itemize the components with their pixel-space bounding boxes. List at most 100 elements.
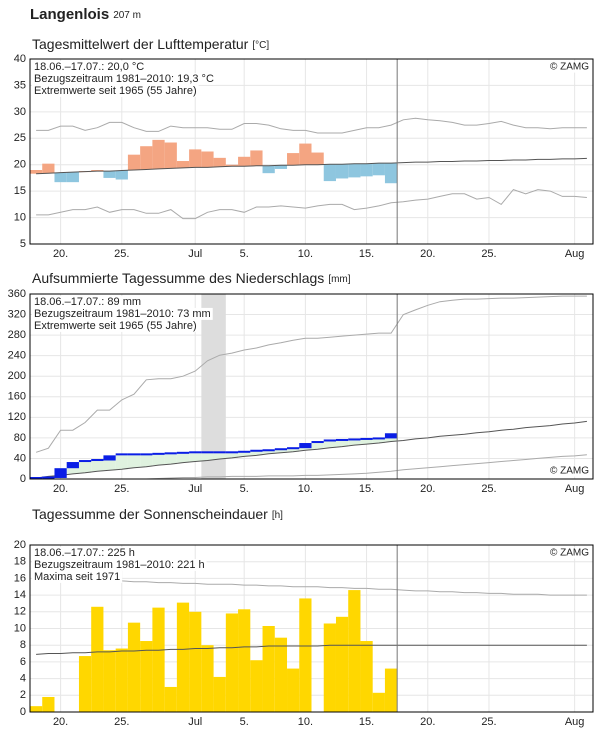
chart-unit: [mm] (328, 274, 350, 285)
extreme-line (36, 189, 587, 220)
x-tick-label: 20. (53, 483, 68, 495)
anomaly-bar (189, 149, 202, 168)
bar (323, 623, 336, 712)
bar (91, 606, 104, 712)
x-tick-label: 25. (114, 248, 129, 260)
x-tick-label: 15. (359, 483, 374, 495)
deviation-fill (213, 453, 226, 459)
chart-title: Tagessumme der Sonnenscheindauer [h] (32, 506, 283, 522)
anomaly-bar (225, 164, 239, 167)
source-label: © ZAMG (550, 548, 589, 559)
precip-block (311, 441, 324, 444)
precip-block (274, 448, 288, 451)
x-tick-label: 5. (240, 248, 249, 260)
deviation-fill (201, 453, 214, 461)
bar (213, 676, 226, 712)
legend-entry: Extremwerte seit 1965 (55 Jahre) (34, 320, 197, 332)
precip-block (225, 451, 239, 454)
y-tick-label: 160 (8, 391, 26, 403)
legend-entry: Bezugszeitraum 1981–2010: 19,3 °C (34, 73, 214, 85)
reference-line (36, 420, 587, 479)
y-tick-label: 0 (20, 706, 26, 718)
precip-block (54, 468, 67, 478)
anomaly-bar (335, 164, 349, 179)
deviation-fill (225, 452, 239, 458)
reference-line (36, 644, 587, 655)
bar (42, 696, 55, 712)
anomaly-bar (152, 139, 165, 169)
bar (262, 625, 275, 712)
deviation-fill (250, 451, 263, 456)
anomaly-bar (176, 161, 190, 168)
anomaly-bar (30, 170, 43, 174)
legend-background (32, 570, 123, 583)
deviation-fill (91, 460, 104, 472)
y-tick-label: 10 (14, 622, 26, 634)
bar (176, 602, 190, 712)
bar (115, 648, 128, 712)
y-tick-label: 18 (14, 556, 26, 568)
anomaly-bar (54, 172, 67, 183)
anomaly-bar (91, 170, 104, 172)
source-label: © ZAMG (550, 62, 589, 73)
precip-block (189, 451, 202, 454)
x-tick-label: 20. (53, 716, 68, 728)
y-tick-label: 25 (14, 132, 26, 144)
anomaly-bar (372, 163, 385, 176)
x-tick-label: Aug (565, 483, 585, 495)
y-tick-label: 15 (14, 185, 26, 197)
source-background (547, 547, 592, 559)
legend-entry: 18.06.–17.07.: 20,0 °C (34, 61, 144, 73)
deviation-fill (152, 454, 165, 466)
deviation-fill (140, 454, 153, 467)
anomaly-bar (274, 165, 288, 169)
x-tick-label: Jul (188, 483, 202, 495)
legend-entry: 18.06.–17.07.: 225 h (34, 547, 135, 559)
x-tick-label: Aug (565, 716, 585, 728)
anomaly-bar (384, 163, 398, 184)
anomaly-bar (299, 143, 312, 165)
extreme-line (36, 117, 587, 134)
y-tick-label: 4 (20, 673, 26, 685)
y-tick-label: 320 (8, 308, 26, 320)
precip-block (66, 462, 79, 469)
bar (164, 686, 177, 712)
deviation-fill (287, 448, 300, 452)
precip-block (299, 443, 312, 449)
precip-block (287, 447, 300, 450)
anomaly-bar (238, 156, 251, 167)
deviation-fill (238, 451, 251, 457)
x-tick-label: Jul (188, 248, 202, 260)
x-tick-label: 5. (240, 483, 249, 495)
source-background (547, 61, 592, 73)
legend-entry: Bezugszeitraum 1981–2010: 221 h (34, 559, 205, 571)
x-tick-label: 15. (359, 248, 374, 260)
plot-frame (29, 58, 594, 245)
legend-background (32, 546, 137, 559)
bar (250, 660, 263, 712)
deviation-fill (78, 461, 92, 473)
deviation-fill (311, 441, 324, 450)
y-tick-label: 14 (14, 589, 26, 601)
x-tick-label: 25. (481, 483, 496, 495)
x-tick-label: 10. (298, 248, 313, 260)
anomaly-bar (262, 165, 275, 174)
deviation-fill (176, 453, 190, 463)
x-tick-label: 25. (114, 483, 129, 495)
x-tick-label: 10. (298, 716, 313, 728)
x-tick-label: 10. (298, 483, 313, 495)
y-tick-label: 360 (8, 288, 26, 300)
legend-entry: Extremwerte seit 1965 (55 Jahre) (34, 85, 197, 97)
anomaly-bar (250, 150, 263, 166)
y-tick-label: 280 (8, 329, 26, 341)
legend-background (32, 60, 147, 73)
precip-block (238, 450, 251, 453)
anomaly-bar (201, 151, 214, 168)
y-tick-label: 80 (14, 432, 26, 444)
chart-title: Tagesmittelwert der Lufttemperatur [°C] (32, 36, 269, 52)
legend-entry: 18.06.–17.07.: 89 mm (34, 296, 141, 308)
precip-block (115, 453, 128, 456)
legend-background (32, 307, 213, 320)
plot-frame (29, 544, 594, 713)
